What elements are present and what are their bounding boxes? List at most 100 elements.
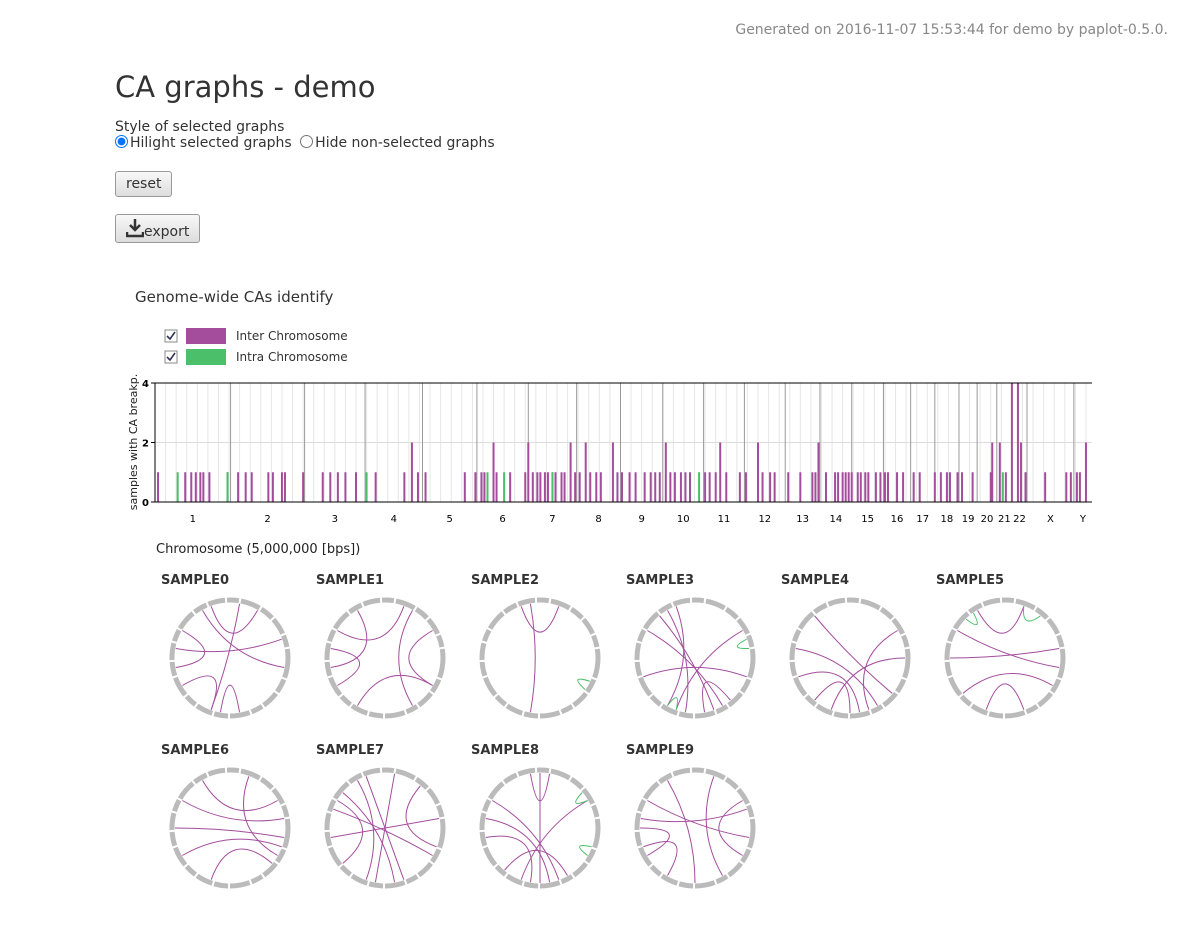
bar xyxy=(918,472,921,502)
bar xyxy=(757,442,760,502)
circos-ring xyxy=(324,767,446,889)
inter-link xyxy=(182,800,285,822)
bar xyxy=(856,472,859,502)
bar xyxy=(814,472,817,502)
x-tick-label: 4 xyxy=(391,514,397,525)
inter-link xyxy=(365,776,405,880)
inter-link xyxy=(977,606,1025,634)
sample-name: SAMPLE1 xyxy=(316,573,384,588)
x-tick-label: 17 xyxy=(916,514,929,525)
intra-link xyxy=(577,678,590,690)
bar xyxy=(971,472,974,502)
inter-link xyxy=(529,773,551,802)
bar xyxy=(271,472,274,502)
inter-link xyxy=(814,681,851,714)
bar xyxy=(1069,472,1072,502)
bar xyxy=(948,472,951,502)
intra-link xyxy=(575,792,588,804)
bar xyxy=(616,472,619,502)
bar xyxy=(539,472,542,502)
x-tick-label: 10 xyxy=(677,514,690,525)
bar xyxy=(939,472,942,502)
inter-link xyxy=(330,610,368,669)
bar xyxy=(864,472,867,502)
circos-ring xyxy=(789,597,911,719)
x-tick-label: 6 xyxy=(499,514,505,525)
circos-ring xyxy=(634,767,756,889)
inter-link xyxy=(675,630,743,710)
bar xyxy=(799,472,802,502)
bar xyxy=(503,472,506,502)
inter-link xyxy=(529,603,536,713)
bar xyxy=(725,472,728,502)
bar xyxy=(336,472,339,502)
bar xyxy=(280,472,283,502)
bar xyxy=(634,472,637,502)
bar xyxy=(599,472,602,502)
bar xyxy=(714,472,717,502)
inter-link xyxy=(210,606,258,634)
x-tick-label: 16 xyxy=(891,514,904,525)
bar xyxy=(998,442,1001,502)
bar xyxy=(912,472,915,502)
legend-check xyxy=(166,331,176,341)
bar xyxy=(1024,472,1027,502)
circos-ring xyxy=(944,597,1066,719)
bar xyxy=(480,472,483,502)
radio-hide[interactable] xyxy=(300,135,314,148)
bar xyxy=(416,472,419,502)
bar xyxy=(684,472,687,502)
inter-link xyxy=(242,776,278,856)
inter-link xyxy=(520,606,560,633)
inter-link xyxy=(357,675,433,706)
inter-link xyxy=(830,657,906,710)
x-tick-label: 2 xyxy=(264,514,270,525)
intra-link xyxy=(736,638,750,650)
bar xyxy=(492,442,495,502)
intra-link xyxy=(579,845,592,856)
bar xyxy=(184,472,187,502)
sample-name: SAMPLE0 xyxy=(161,573,229,588)
inter-link xyxy=(705,776,723,876)
reset-button[interactable]: reset xyxy=(115,171,173,197)
bar xyxy=(283,472,286,502)
intra-link xyxy=(965,612,978,626)
bar xyxy=(769,472,772,502)
circos-ring xyxy=(324,597,446,719)
bar xyxy=(1016,383,1019,502)
inter-link xyxy=(702,681,731,713)
bar xyxy=(879,472,882,502)
bar xyxy=(403,472,406,502)
export-button[interactable]: export xyxy=(115,214,201,243)
bar xyxy=(486,472,489,502)
bar xyxy=(176,472,179,502)
bar xyxy=(410,442,413,502)
inter-link xyxy=(374,773,396,883)
inter-link xyxy=(398,610,413,706)
bar xyxy=(551,472,554,502)
x-tick-label: 22 xyxy=(1013,514,1026,525)
bar xyxy=(841,472,844,502)
bar xyxy=(543,472,546,502)
inter-link xyxy=(485,817,551,883)
sample-name: SAMPLE7 xyxy=(316,743,384,758)
bar xyxy=(267,472,270,502)
inter-link xyxy=(798,671,861,713)
export-label: export xyxy=(144,224,190,240)
y-tick-label: 2 xyxy=(142,439,149,450)
inter-link xyxy=(667,610,689,713)
sample-name: SAMPLE2 xyxy=(471,573,539,588)
bar xyxy=(933,472,936,502)
x-tick-label: 19 xyxy=(962,514,975,525)
inter-link xyxy=(647,800,750,839)
bar xyxy=(302,472,305,502)
x-tick-label: 11 xyxy=(718,514,731,525)
bar xyxy=(527,442,530,502)
bar xyxy=(244,472,247,502)
bar xyxy=(886,472,889,502)
bar xyxy=(669,472,672,502)
radio-hilight[interactable] xyxy=(115,135,128,148)
bar xyxy=(991,442,994,502)
x-tick-label: 1 xyxy=(190,514,196,525)
